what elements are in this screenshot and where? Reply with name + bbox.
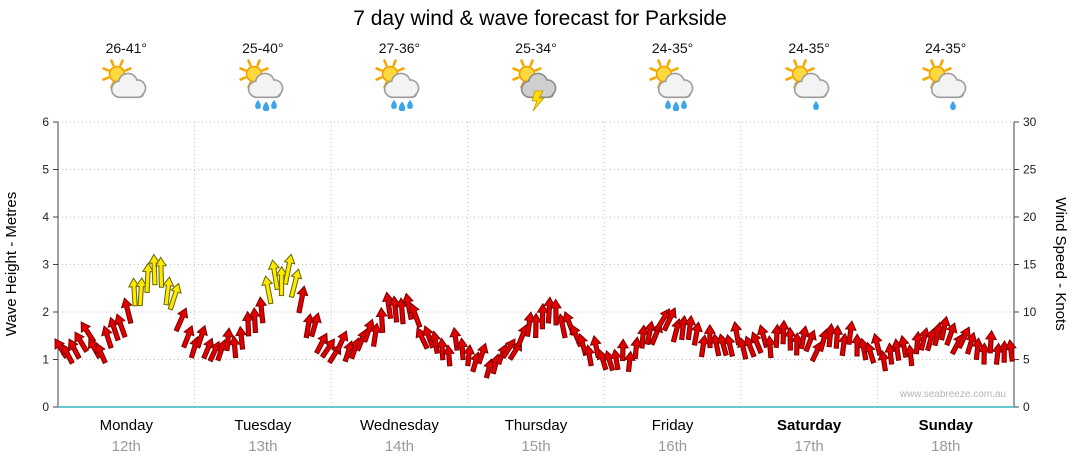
y-right-tick-label: 15 [1023, 258, 1037, 272]
light-showers-icon [783, 59, 835, 111]
gridlines [58, 121, 1014, 407]
day-name: Sunday [918, 417, 973, 434]
y-left-axis-title: Wave Height - Metres [3, 192, 20, 337]
day-header-sunday: 24-35° [877, 40, 1014, 116]
wind-arrows [54, 253, 1017, 379]
y-right-tick-label: 0 [1023, 400, 1030, 414]
day-date: 15th [521, 438, 551, 455]
temp-range-label: 25-34° [515, 40, 557, 56]
day-date: 12th [111, 438, 141, 455]
day-name: Friday [651, 417, 694, 434]
showers-icon [373, 59, 425, 112]
y-left-tick-label: 3 [42, 258, 49, 272]
showers-icon [647, 59, 699, 112]
day-date: 16th [657, 438, 688, 455]
day-header-thursday: 25-34° [468, 40, 605, 116]
day-name: Wednesday [359, 417, 439, 434]
temp-range-label: 25-40° [242, 40, 284, 56]
day-date: 13th [248, 438, 278, 455]
watermark: www.seabreeze.com.au [899, 389, 1006, 400]
day-header-tuesday: 25-40° [195, 40, 332, 116]
temp-range-label: 24-35° [788, 40, 830, 56]
chart-title: 7 day wind & wave forecast for Parkside [353, 7, 727, 30]
y-left-tick-label: 0 [42, 400, 49, 414]
day-date: 14th [384, 438, 415, 455]
day-label-sunday: Sunday 18th [877, 417, 1014, 455]
showers-icon [237, 59, 289, 112]
y-right-tick-label: 5 [1023, 353, 1030, 367]
storm-icon [510, 59, 562, 112]
temp-range-label: 24-35° [651, 40, 694, 56]
y-left-tick-label: 5 [42, 163, 49, 177]
light-showers-icon [920, 59, 972, 111]
day-header-saturday: 24-35° [741, 40, 878, 116]
day-header-wednesday: 27-36° [331, 40, 468, 116]
day-label-monday: Monday 12th [58, 417, 195, 455]
day-name: Saturday [777, 417, 842, 434]
day-name: Monday [99, 417, 153, 434]
partly-cloudy-icon [100, 59, 152, 111]
temp-range-label: 24-35° [925, 40, 967, 56]
y-right-tick-label: 20 [1023, 210, 1037, 224]
temp-range-label: 26-41° [105, 40, 147, 56]
day-name: Tuesday [234, 417, 292, 434]
day-label-friday: Friday 16th [604, 417, 741, 455]
day-label-thursday: Thursday 15th [468, 417, 605, 455]
y-left-tick-label: 2 [42, 305, 49, 319]
day-header-friday: 24-35° [604, 40, 741, 116]
y-left-tick-label: 1 [42, 353, 49, 367]
day-label-wednesday: Wednesday 14th [331, 417, 468, 455]
day-date: 18th [931, 438, 961, 455]
day-header-monday: 26-41° [58, 40, 195, 116]
y-left-tick-label: 4 [42, 210, 49, 224]
day-name: Thursday [504, 417, 568, 434]
y-right-tick-label: 25 [1023, 163, 1037, 177]
temp-range-label: 27-36° [378, 40, 421, 56]
y-left-tick-label: 6 [42, 115, 49, 129]
y-right-axis-title: Wind Speed - Knots [1052, 197, 1069, 330]
y-right-tick-label: 30 [1023, 115, 1037, 129]
day-label-saturday: Saturday 17th [741, 417, 878, 455]
y-right-tick-label: 10 [1023, 305, 1037, 319]
day-date: 17th [794, 438, 824, 455]
day-label-tuesday: Tuesday 13th [195, 417, 332, 455]
